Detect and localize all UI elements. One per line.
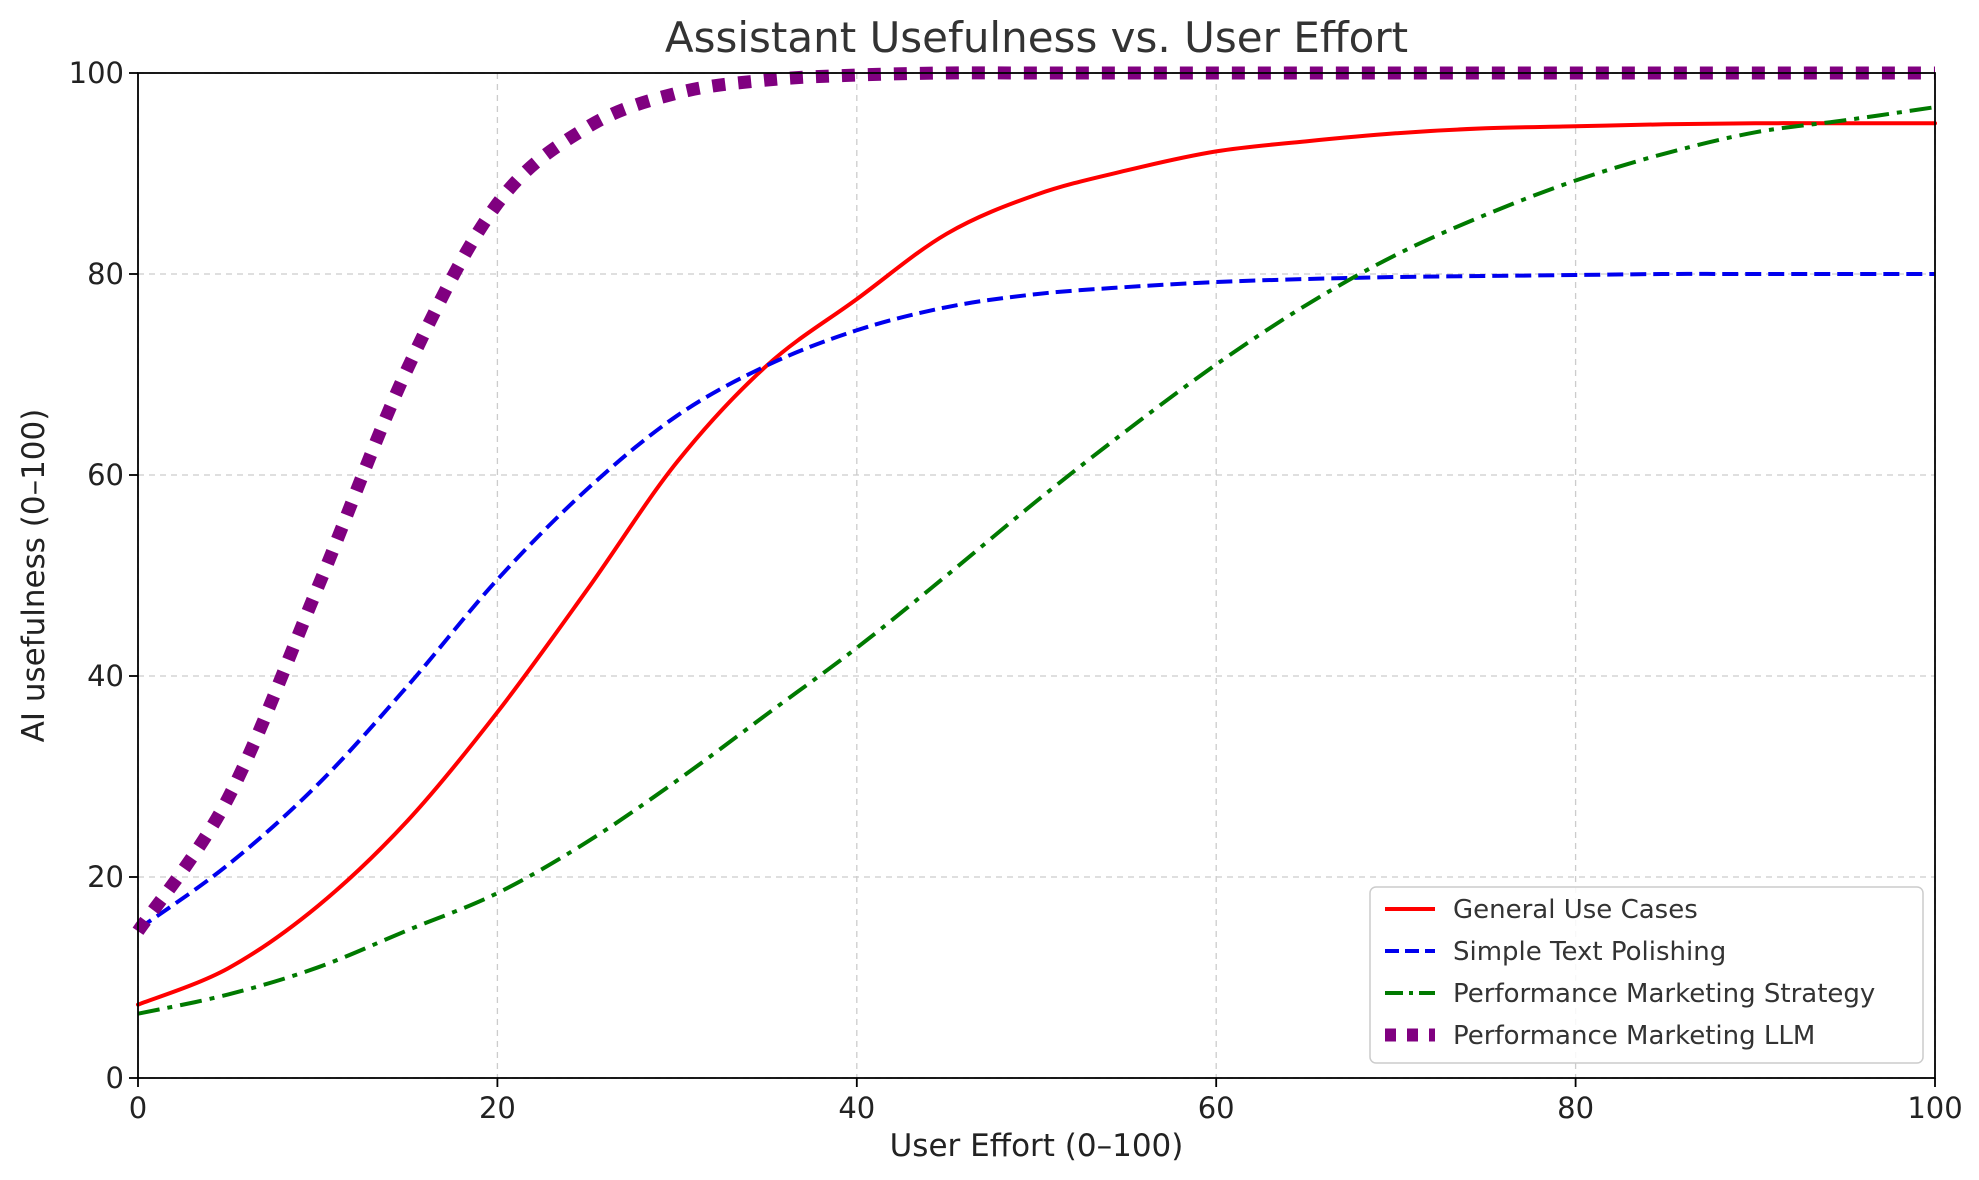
legend-label-simple-text-polishing: Simple Text Polishing bbox=[1453, 937, 1726, 967]
series-line-performance-marketing-strategy bbox=[137, 105, 1936, 1016]
y-axis-label: AI usefulness (0–100) bbox=[16, 409, 52, 743]
y-tick-label: 40 bbox=[87, 659, 124, 693]
chart-title: Assistant Usefulness vs. User Effort bbox=[665, 13, 1408, 62]
x-tick-label: 20 bbox=[479, 1091, 516, 1125]
x-tick-label: 60 bbox=[1198, 1091, 1235, 1125]
axis-ticks: 0 20 40 60 80 100 0 20 40 60 80 100 bbox=[69, 56, 1963, 1125]
x-tick-label: 0 bbox=[129, 1091, 147, 1125]
x-tick-label: 40 bbox=[838, 1091, 875, 1125]
x-tick-label: 100 bbox=[1907, 1091, 1962, 1125]
series-lines bbox=[132, 66, 1937, 1016]
y-tick-label: 80 bbox=[87, 257, 124, 291]
legend-label-performance-marketing-llm: Performance Marketing LLM bbox=[1453, 1021, 1815, 1051]
legend-box bbox=[1369, 886, 1924, 1064]
y-tick-label: 0 bbox=[106, 1061, 124, 1095]
series-line-general-use-cases bbox=[136, 121, 1937, 1007]
x-tick-label: 80 bbox=[1557, 1091, 1594, 1125]
legend-label-general-use-cases: General Use Cases bbox=[1453, 895, 1698, 925]
y-tick-label: 60 bbox=[87, 458, 124, 492]
series-line-simple-text-polishing bbox=[136, 271, 1935, 931]
legend: General Use Cases Simple Text Polishing Pe… bbox=[1369, 886, 1924, 1064]
x-axis-label: User Effort (0–100) bbox=[890, 1128, 1184, 1164]
y-tick-label: 20 bbox=[87, 860, 124, 894]
y-tick-label: 100 bbox=[69, 56, 124, 90]
legend-label-performance-marketing-strategy: Performance Marketing Strategy bbox=[1453, 979, 1875, 1009]
plot-frame bbox=[137, 72, 1936, 1079]
